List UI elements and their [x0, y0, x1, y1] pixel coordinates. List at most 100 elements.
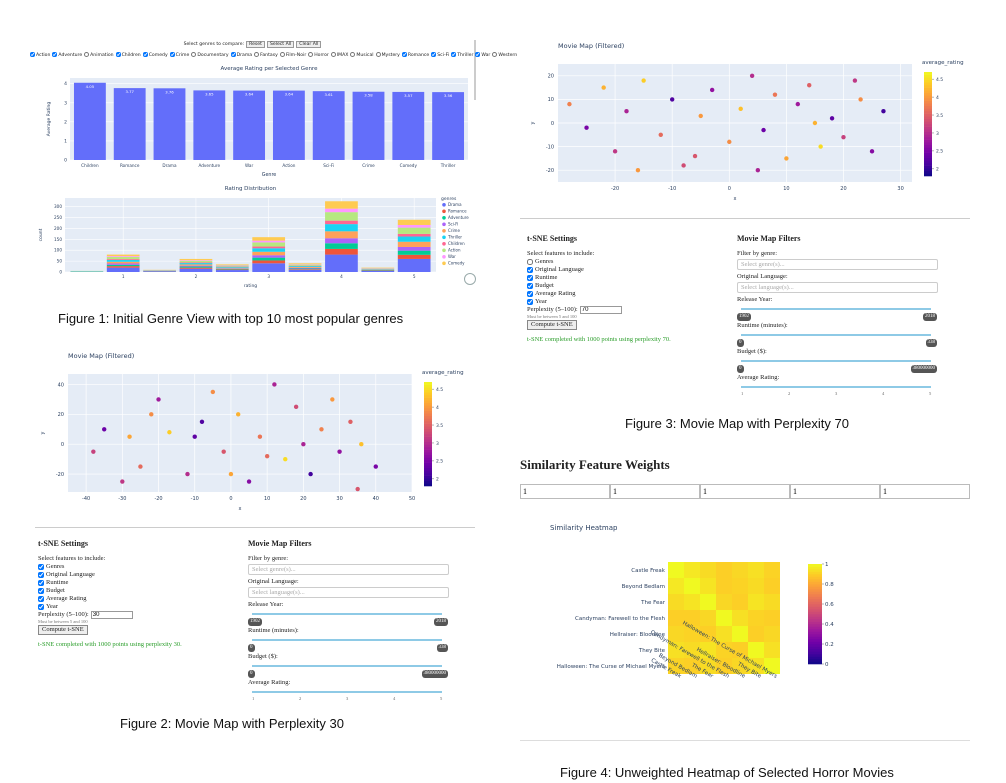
perplexity-input[interactable]: [579, 306, 622, 314]
colorbar-segment: [924, 142, 932, 146]
heatmap-cell: [716, 594, 732, 610]
checkbox[interactable]: [38, 587, 44, 594]
checkbox[interactable]: [30, 52, 35, 57]
checkbox[interactable]: [451, 52, 457, 57]
point: [264, 453, 270, 459]
bar-segment: [325, 201, 358, 209]
bar-segment: [361, 270, 395, 272]
checkbox[interactable]: [38, 603, 44, 610]
checkbox[interactable]: [527, 266, 533, 273]
checkbox[interactable]: [191, 52, 197, 57]
weight-input[interactable]: [700, 484, 790, 499]
checkbox[interactable]: [254, 52, 260, 57]
dropdown[interactable]: Select genre(s)...: [737, 259, 938, 270]
colorbar-segment: [808, 641, 822, 645]
prompt: Select features to include:: [527, 250, 595, 257]
rating-slider[interactable]: 1 2 3 4 5: [252, 691, 442, 701]
checkbox[interactable]: [527, 290, 533, 297]
perplexity-input[interactable]: [90, 611, 133, 619]
weight-input[interactable]: [790, 484, 880, 499]
colorbar-segment: [808, 616, 822, 620]
range-slider[interactable]: 0 380000000: [248, 665, 448, 678]
checkbox[interactable]: [38, 579, 44, 586]
x-tick-label: 10: [264, 496, 270, 502]
colorbar-segment: [424, 478, 432, 482]
chart-title: Rating Distribution: [225, 186, 277, 192]
heatmap-cell: [716, 578, 732, 594]
checkbox[interactable]: [142, 52, 148, 57]
point: [199, 419, 205, 424]
colorbar-segment: [808, 576, 822, 580]
checkbox[interactable]: [38, 563, 44, 570]
x-axis-label: Genre: [262, 172, 277, 178]
dropdown[interactable]: Select genre(s)...: [248, 564, 449, 575]
checkbox[interactable]: [169, 52, 175, 57]
x-tick-label: -10: [191, 496, 199, 502]
point: [858, 97, 863, 102]
bar-segment: [325, 212, 358, 221]
checkbox[interactable]: [350, 52, 356, 57]
range-slider[interactable]: 0 380000000: [737, 360, 937, 373]
checkbox[interactable]: [308, 52, 314, 57]
colorbar-segment: [808, 606, 822, 610]
weight-input[interactable]: [520, 484, 610, 499]
x-tick-label: 20: [300, 496, 306, 502]
checkbox[interactable]: [52, 52, 58, 57]
range-slider[interactable]: 0 338: [737, 334, 937, 347]
checkbox[interactable]: [375, 52, 381, 57]
bar-segment: [288, 269, 322, 272]
checkbox[interactable]: [527, 298, 533, 305]
colorbar-segment: [808, 631, 822, 635]
checkbox[interactable]: [431, 52, 437, 57]
checkbox[interactable]: [230, 52, 236, 57]
x-tick-label: 2: [195, 274, 198, 279]
range-slider[interactable]: 0 338: [248, 639, 448, 652]
button[interactable]: Compute t-SNE: [527, 320, 577, 330]
heatmap-cell: [684, 626, 700, 642]
x-tick-label: 0: [728, 186, 731, 192]
legend-marker: [442, 261, 446, 266]
button[interactable]: Clear All: [296, 41, 322, 48]
colorbar-segment: [924, 90, 932, 94]
checkbox[interactable]: [401, 52, 407, 57]
colorbar-segment: [808, 629, 822, 632]
point: [221, 449, 226, 454]
range-slider[interactable]: 1902 2018: [737, 308, 937, 321]
slider-tick-label: 4: [882, 391, 885, 396]
checkbox[interactable]: [279, 52, 285, 57]
colorbar-segment: [924, 100, 932, 104]
checkbox[interactable]: [38, 571, 44, 578]
checkbox[interactable]: [475, 52, 481, 57]
colorbar-segment: [924, 92, 932, 96]
checkbox-label: War: [481, 53, 491, 58]
weight-input[interactable]: [610, 484, 700, 499]
bar-value-label: 3.61: [324, 92, 333, 97]
feature-row: Average Rating: [527, 290, 732, 298]
checkbox[interactable]: [84, 52, 90, 57]
checkbox[interactable]: [527, 274, 533, 281]
field-label: Runtime (minutes):: [737, 322, 788, 329]
bar-segment: [397, 254, 431, 259]
weight-input[interactable]: [880, 484, 970, 499]
x-tick-label: 30: [336, 496, 342, 502]
button[interactable]: Select All: [266, 41, 295, 48]
checkbox[interactable]: [527, 282, 533, 289]
checkbox-label: Year: [46, 603, 58, 610]
slider-tick-label: 5: [929, 391, 932, 396]
checkbox-label: Horror: [314, 53, 329, 58]
button[interactable]: Reset: [246, 41, 265, 48]
point: [348, 419, 353, 424]
x-tick-label: Crime: [362, 163, 375, 168]
checkbox[interactable]: [330, 52, 336, 57]
dropdown[interactable]: Select language(s)...: [737, 282, 938, 293]
dropdown[interactable]: Select language(s)...: [248, 587, 449, 598]
checkbox[interactable]: [38, 595, 44, 602]
button[interactable]: Compute t-SNE: [38, 625, 88, 635]
checkbox[interactable]: [115, 52, 121, 57]
colorbar-segment: [924, 144, 932, 148]
checkbox[interactable]: [492, 52, 498, 57]
rating-slider[interactable]: 1 2 3 4 5: [741, 386, 931, 396]
checkbox[interactable]: [527, 258, 533, 265]
bar: [73, 82, 106, 160]
range-slider[interactable]: 1902 2018: [248, 613, 448, 626]
